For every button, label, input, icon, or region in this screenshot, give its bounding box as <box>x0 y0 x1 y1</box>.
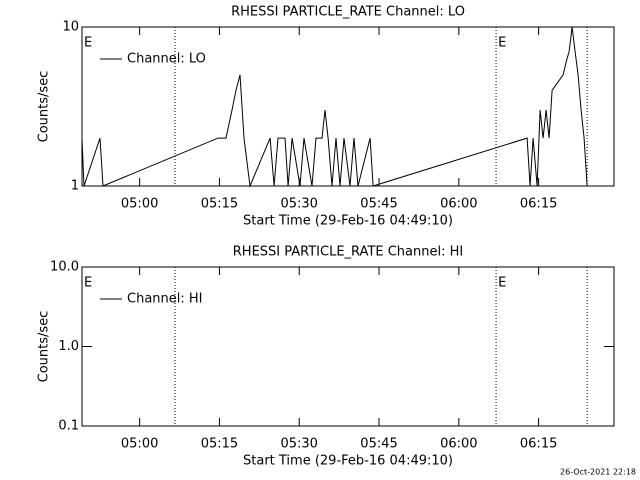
annotation: E <box>84 276 92 291</box>
data-line <box>81 26 588 188</box>
chart-title: RHESSI PARTICLE_RATE Channel: LO <box>231 5 465 20</box>
x-tick-label: 05:00 <box>121 197 158 212</box>
x-axis-label: Start Time (29-Feb-16 04:49:10) <box>243 454 453 469</box>
x-tick-label: 05:30 <box>280 197 317 212</box>
y-tick-label: 10 <box>62 20 79 35</box>
y-tick-label: 10.0 <box>50 260 79 275</box>
x-tick-label: 05:15 <box>201 437 238 452</box>
legend-label: Channel: LO <box>127 52 206 67</box>
x-tick-label: 05:30 <box>280 437 317 452</box>
legend-label: Channel: HI <box>127 292 203 307</box>
y-tick-label: 0.1 <box>58 419 79 434</box>
x-tick-label: 05:15 <box>201 197 238 212</box>
y-axis-label: Counts/sec <box>37 311 52 383</box>
chart-title: RHESSI PARTICLE_RATE Channel: HI <box>233 245 463 260</box>
annotation: E <box>498 36 506 51</box>
y-axis-label: Counts/sec <box>37 71 52 143</box>
x-tick-label: 06:00 <box>440 437 477 452</box>
y-tick-label: 1 <box>71 179 79 194</box>
y-tick-label: 1.0 <box>58 339 79 354</box>
annotation: E <box>498 276 506 291</box>
x-tick-label: 05:45 <box>360 437 397 452</box>
x-axis-label: Start Time (29-Feb-16 04:49:10) <box>243 214 453 229</box>
footer: 26-Oct-2021 22:18 <box>560 468 636 477</box>
x-tick-label: 06:00 <box>440 197 477 212</box>
x-tick-label: 05:45 <box>360 197 397 212</box>
x-tick-label: 05:00 <box>121 437 158 452</box>
x-tick-label: 06:15 <box>520 437 557 452</box>
plot-frame <box>81 26 615 187</box>
x-tick-label: 06:15 <box>520 197 557 212</box>
annotation: E <box>84 36 92 51</box>
